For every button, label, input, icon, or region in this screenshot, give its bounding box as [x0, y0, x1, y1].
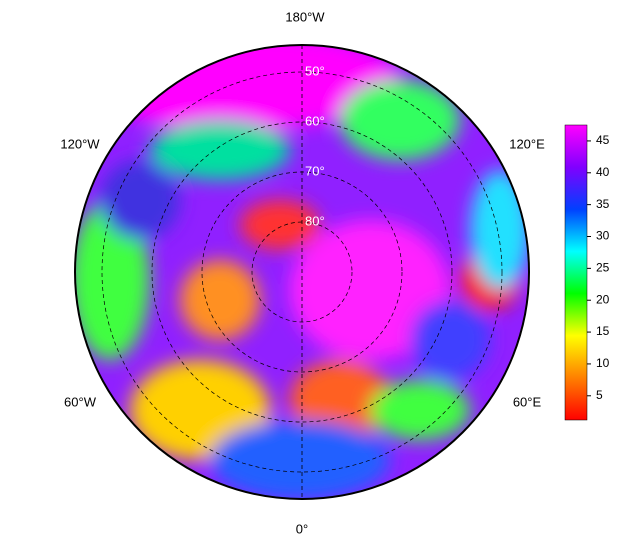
latitude-circle: [151, 121, 453, 423]
colorbar-tick-label: 20: [596, 292, 610, 306]
colorbar-tick-label: 25: [596, 261, 610, 275]
longitude-label: 60°E: [513, 394, 542, 409]
longitude-label: 60°W: [64, 394, 97, 409]
latitude-grid: [101, 71, 503, 473]
latitude-circle: [201, 171, 403, 373]
latitude-label: 60°: [305, 113, 325, 128]
colorbar-tick-label: 45: [596, 133, 610, 147]
longitude-label: 180°W: [285, 9, 325, 24]
latitude-label: 70°: [305, 163, 325, 178]
colorbar-tick-label: 10: [596, 356, 610, 370]
latitude-label: 50°: [305, 63, 325, 78]
colorbar-tick-label: 30: [596, 229, 610, 243]
colorbar-tick-label: 15: [596, 324, 610, 338]
latitude-circle: [251, 221, 353, 323]
colorbar: [564, 124, 588, 421]
colorbar-tick-label: 40: [596, 165, 610, 179]
longitude-label: 120°E: [509, 136, 545, 151]
latitude-label: 80°: [305, 213, 325, 228]
longitude-label: 0°: [296, 521, 308, 536]
colorbar-tick-label: 35: [596, 197, 610, 211]
data-field: [75, 45, 529, 499]
map-border: [74, 44, 530, 500]
colorbar-tick-label: 5: [596, 388, 603, 402]
longitude-label: 120°W: [60, 136, 100, 151]
latitude-circle: [101, 71, 503, 473]
